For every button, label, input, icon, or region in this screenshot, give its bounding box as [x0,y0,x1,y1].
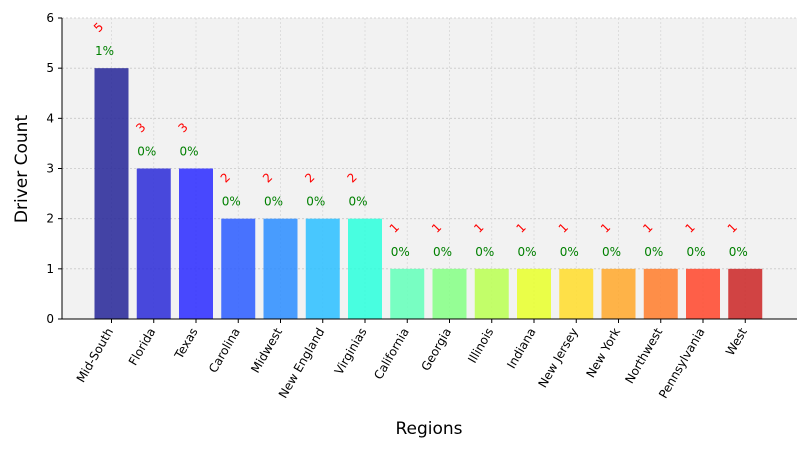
percent-label: 0% [306,195,325,209]
bar [221,218,256,319]
bar [728,268,763,319]
bar [94,68,129,320]
y-tick-label: 6 [46,11,54,25]
x-tick-label: Carolina [206,326,243,376]
bar [601,268,636,319]
bar [136,168,171,319]
bar [263,218,298,319]
percent-label: 0% [686,245,705,259]
percent-label: 0% [517,245,536,259]
x-tick-label: Midwest [248,325,285,375]
percent-label: 0% [729,245,748,259]
bars [94,68,763,320]
bar [559,268,594,319]
x-tick-label: New England [276,326,327,401]
x-tick-label: California [371,326,412,382]
bar [305,218,340,319]
x-tick-label: Texas [171,326,200,363]
percent-label: 0% [644,245,663,259]
x-tick-label: Northwest [622,325,665,386]
x-tick-label: Pennsylvania [656,326,708,401]
x-tick-label: Indiana [504,326,538,371]
percent-label: 1% [95,44,114,58]
y-tick-label: 2 [46,212,54,226]
data-labels: 1%50%30%30%20%20%20%20%10%10%10%10%10%10… [91,20,748,259]
bar [348,218,382,319]
bar [179,168,213,319]
x-ticks: Mid-South Florida Texas Carolina MidwestNew … [74,319,750,401]
x-tick-label: New York [583,325,623,380]
bar [432,268,467,319]
y-tick-label: 0 [46,312,54,326]
x-tick-label: New Jersey [535,326,580,391]
x-tick-label: Georgia [418,326,454,374]
y-tick-label: 4 [46,111,54,125]
y-tick-label: 1 [46,262,54,276]
x-tick-label: West [723,325,750,358]
x-axis-label: Regions [395,419,462,439]
percent-label: 0% [391,245,410,259]
percent-label: 0% [433,245,452,259]
percent-label: 0% [348,195,367,209]
x-tick-label: Virginias [332,326,370,378]
y-axis-label: Driver Count [12,115,32,224]
bar [390,268,425,319]
bar [517,268,551,319]
y-tick-label: 5 [46,61,54,75]
percent-label: 0% [602,245,621,259]
percent-label: 0% [560,245,579,259]
bar [474,268,509,319]
y-tick-label: 3 [46,162,54,176]
bar [686,268,720,319]
percent-label: 0% [137,145,156,159]
percent-label: 0% [475,245,494,259]
percent-label: 0% [179,145,198,159]
bar [643,268,678,319]
x-tick-label: Florida [126,326,159,368]
x-tick-label: Illinois [465,326,496,366]
percent-label: 0% [222,195,241,209]
x-tick-label: Mid-South [74,326,116,385]
y-ticks: 0 1 2 3 4 5 6 [46,11,62,326]
percent-label: 0% [264,195,283,209]
